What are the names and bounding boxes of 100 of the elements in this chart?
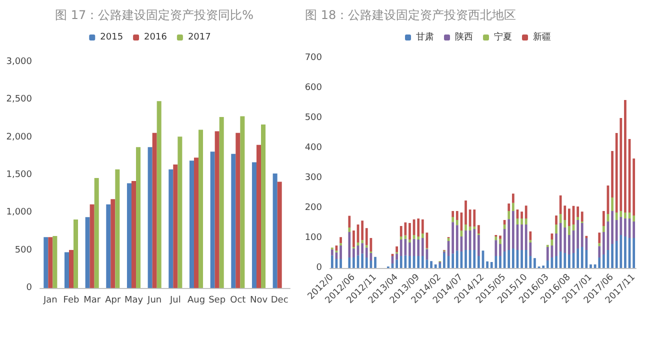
bar: [44, 237, 48, 288]
bar: [512, 211, 514, 248]
bar: [421, 256, 424, 268]
bar: [524, 218, 528, 224]
bar: [494, 236, 498, 240]
bar: [396, 254, 398, 260]
bar: [602, 211, 605, 226]
bar: [421, 238, 424, 256]
bar: [408, 242, 411, 256]
bar: [106, 204, 111, 288]
bar: [624, 212, 626, 218]
bar: [361, 220, 364, 240]
bar: [468, 250, 472, 268]
bar: [374, 256, 376, 268]
bar: [598, 246, 601, 258]
x-tick-label: Jan: [42, 296, 58, 306]
legend-label: 新疆: [533, 32, 551, 42]
bar: [400, 256, 402, 268]
bar: [404, 255, 407, 268]
bar: [564, 253, 566, 268]
x-tick-label: Jun: [146, 296, 162, 306]
bar: [576, 220, 579, 248]
bar: [408, 240, 411, 242]
bar: [620, 118, 622, 211]
bar: [348, 228, 351, 232]
bar: [148, 147, 152, 288]
x-tick-label: Apr: [105, 296, 121, 306]
bar: [261, 124, 266, 288]
bar: [464, 200, 467, 224]
bar: [68, 250, 74, 288]
bar: [624, 100, 626, 212]
bar: [568, 208, 570, 226]
x-tick-label: Nov: [250, 296, 268, 306]
bar: [404, 238, 407, 256]
bar: [611, 211, 614, 244]
y-tick-label: 100: [304, 233, 322, 243]
bar: [456, 250, 458, 268]
chart-title: 图 17：公路建设固定资产投资同比%: [55, 8, 254, 22]
bar: [524, 250, 528, 268]
bar: [602, 226, 605, 232]
bar: [632, 238, 636, 268]
bar: [624, 218, 626, 236]
bar: [430, 261, 432, 268]
bar: [417, 240, 420, 256]
bar: [434, 264, 437, 268]
bar: [632, 222, 636, 238]
bar: [473, 229, 476, 250]
bar: [499, 238, 502, 244]
y-tick-label: 2,000: [6, 132, 32, 142]
bar: [546, 260, 549, 268]
bar: [611, 198, 614, 211]
bar: [568, 235, 570, 254]
bar: [452, 254, 454, 268]
bar: [417, 218, 420, 236]
bar: [256, 144, 262, 288]
bar: [219, 116, 224, 288]
bar: [156, 101, 162, 288]
legend-label: 甘肃: [416, 32, 434, 42]
bar: [452, 211, 454, 217]
bar: [52, 236, 58, 288]
bar: [340, 237, 342, 244]
bar: [136, 147, 141, 288]
bar: [272, 173, 278, 288]
chart-title: 图 18：公路建设固定资产投资西北地区: [305, 8, 516, 22]
y-tick-label: 200: [304, 203, 322, 213]
bar: [236, 132, 240, 288]
bar: [468, 230, 472, 250]
bar: [417, 256, 420, 268]
bar: [546, 247, 549, 260]
bar: [348, 216, 351, 228]
bar: [520, 218, 523, 224]
bar: [74, 219, 78, 288]
bar: [499, 244, 502, 256]
bar: [168, 169, 174, 288]
bar: [615, 220, 618, 241]
bar: [456, 220, 458, 226]
bar: [361, 240, 364, 244]
bar: [559, 223, 562, 252]
bar: [632, 158, 636, 216]
y-tick-label: 0: [26, 283, 32, 293]
bar: [559, 252, 562, 268]
y-tick-label: 1,500: [6, 170, 32, 180]
bar: [365, 228, 368, 246]
bar: [330, 255, 334, 268]
bar: [340, 259, 342, 268]
bar: [240, 116, 245, 288]
bar: [456, 211, 458, 220]
bar: [473, 210, 476, 227]
bar: [365, 248, 368, 258]
bar: [198, 130, 204, 288]
bar: [90, 204, 94, 288]
bar: [330, 249, 334, 256]
x-tick-label: Feb: [63, 296, 80, 306]
bar: [624, 236, 626, 268]
bar: [529, 231, 532, 240]
bar: [494, 240, 498, 256]
bar: [352, 258, 355, 268]
bar: [568, 254, 570, 268]
bar: [468, 226, 472, 230]
bar: [602, 254, 605, 268]
